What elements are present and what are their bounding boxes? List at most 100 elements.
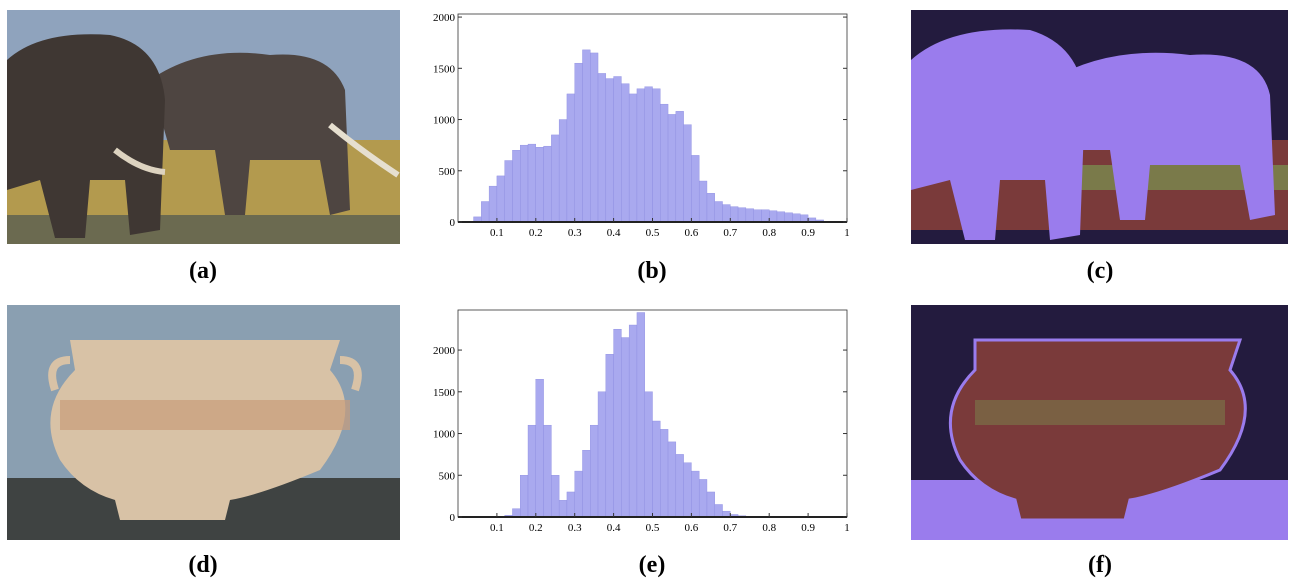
x-tick-label: 0.2 [529,227,543,239]
y-tick-label: 0 [450,512,456,524]
x-tick-label: 0.6 [685,522,699,534]
histogram-bar [706,193,715,223]
histogram-bar [582,49,591,223]
histogram-bar [590,52,599,223]
histogram-bar [644,391,653,518]
histogram-bar [730,206,739,223]
histogram-bar [621,337,630,518]
histogram-bar [582,450,591,518]
x-tick-label: 0.3 [568,227,582,239]
panel-label: (a) [189,258,217,284]
histogram-bar [769,210,778,223]
histogram-bar [574,62,583,223]
histogram-bar [683,462,692,518]
histogram-bar [527,424,537,518]
x-tick-label: 0.6 [685,227,699,239]
histogram-bar [488,185,498,223]
histogram-bar [590,424,599,518]
charts: 0.1 0.2 0.3 0.4 0.5 0.6 0.7 0.8 0.9 1050010001500… [433,12,850,534]
x-tick-label: 0.4 [607,227,621,239]
histogram-bar [745,208,754,223]
histogram-bar [644,86,653,223]
x-tick-label: 0.2 [529,522,543,534]
y-tick-label: 1500 [433,387,456,399]
histogram-bar [520,144,529,223]
histogram-bar [613,328,622,518]
x-tick-label: 0.4 [607,522,621,534]
histogram-bar [605,78,614,223]
histogram-bar [504,160,513,223]
x-tick-label: 1 [844,522,850,534]
histogram-bar [535,379,544,518]
y-tick-label: 1000 [433,429,456,441]
y-tick-label: 1500 [433,63,456,75]
histogram-bar [753,209,762,223]
histogram-bar [698,479,708,518]
histogram-bar [512,508,521,518]
panel-label: (f) [1088,552,1112,578]
photo-elephants [7,10,400,244]
histogram-bar [574,470,583,518]
histogram-bar [558,500,568,518]
histogram-bar [667,114,677,223]
histogram-bar [543,145,552,223]
x-tick-label: 0.9 [801,522,815,534]
histogram-bar [691,155,700,223]
y-tick-label: 500 [439,470,456,482]
histogram-bar [566,491,575,518]
panel-label: (e) [639,552,666,578]
histogram-bar [543,424,552,518]
histogram-bar [675,454,684,518]
segmented-elephants [911,10,1288,244]
histogram-bar [652,420,661,518]
histogram-bar [597,391,607,518]
x-tick-label: 1 [844,227,850,239]
histogram-bar [566,93,575,223]
histogram-bar [481,201,490,223]
histogram-bar [784,212,793,223]
y-tick-label: 2000 [433,345,456,357]
y-tick-label: 0 [450,217,456,229]
histogram-bar [675,111,684,223]
histogram-bar [722,204,731,223]
histogram-bar [496,175,505,223]
y-tick-label: 2000 [433,12,456,24]
panel-label: (b) [637,258,666,284]
histogram-bar [535,147,544,223]
histogram-bar [520,475,529,518]
histogram-bar [660,429,669,518]
x-tick-label: 0.8 [762,227,776,239]
x-tick-label: 0.5 [646,522,660,534]
histogram-bar [628,93,638,223]
histogram-bar [737,207,747,223]
histogram-bar [698,180,708,223]
histogram-bar [691,470,700,518]
x-tick-label: 0.8 [762,522,776,534]
y-tick-label: 500 [439,166,456,178]
histogram-bar [512,150,521,223]
x-tick-label: 0.1 [490,227,504,239]
segmented-vase [911,305,1288,540]
histogram-bar [660,103,669,223]
histogram-bar [706,491,715,518]
x-tick-label: 0.1 [490,522,504,534]
panel-label: (c) [1087,258,1114,284]
histogram-bar [800,214,809,223]
histogram-bar [551,475,560,518]
histogram-bar [776,211,785,223]
histogram-bar [636,88,645,223]
histogram-bar [792,213,801,223]
histogram-bar [605,354,614,518]
photo-vase [7,305,400,540]
histogram-bar [636,312,645,518]
histogram-bar [761,209,770,223]
histogram-bar [621,83,630,223]
histogram-bar [683,124,692,223]
histogram-bar [551,134,560,223]
x-tick-label: 0.7 [723,522,737,534]
panel-label: (d) [188,552,217,578]
histogram-bar [667,441,677,518]
x-tick-label: 0.7 [723,227,737,239]
histogram-bar [652,88,661,223]
y-tick-label: 1000 [433,115,456,127]
